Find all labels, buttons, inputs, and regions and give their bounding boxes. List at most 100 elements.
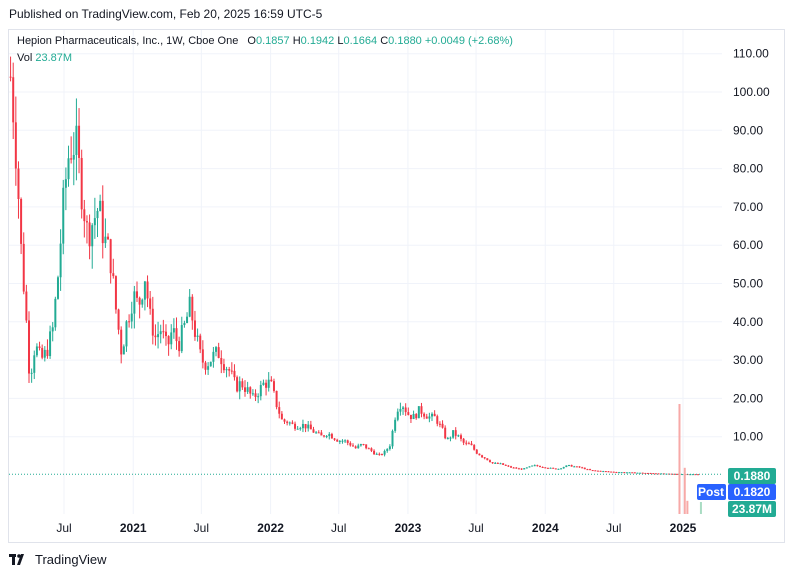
candle-body (602, 471, 605, 473)
candle-body (459, 435, 462, 439)
volume-bar (683, 467, 686, 514)
candle-body (486, 458, 489, 461)
candle-body (133, 291, 136, 314)
chart-frame[interactable] (8, 29, 785, 543)
candle-body (204, 362, 207, 370)
candle-body (151, 308, 154, 336)
candle-body (520, 468, 523, 470)
candle-body (349, 442, 352, 446)
last-price-badge: 0.1880 (734, 469, 771, 483)
footer-brand: TradingView (35, 552, 107, 567)
candle-body (639, 472, 642, 474)
volume-badge: 23.87M (732, 502, 772, 516)
candle-body (475, 449, 478, 454)
candle-body (251, 393, 254, 395)
x-tick-label: Jul (194, 521, 209, 535)
candle-body (28, 320, 31, 374)
candle-body (143, 281, 146, 300)
candle-body (536, 465, 539, 467)
candle-body (20, 199, 23, 244)
candle-body (357, 445, 360, 449)
published-caption: Published on TradingView.com, Feb 20, 20… (9, 7, 323, 21)
candle-body (494, 462, 497, 464)
tradingview-logo-icon (9, 553, 24, 565)
candle-body (146, 281, 149, 299)
volume-badge-bg (728, 501, 776, 517)
candle-body (257, 396, 260, 398)
candle-body (154, 335, 157, 338)
footer: TradingView (9, 552, 107, 567)
candle-body (488, 460, 491, 463)
candle-body (117, 309, 120, 330)
candle-body (43, 349, 46, 358)
candle-body (380, 454, 383, 456)
candle-body (157, 334, 160, 338)
candle-body (70, 158, 73, 160)
candle-body (217, 347, 220, 358)
candle-body (586, 469, 589, 471)
post-price-badge-label-bg (697, 484, 726, 500)
candle-body (438, 423, 441, 425)
candle-body (188, 296, 191, 317)
x-tick-label: 2024 (532, 521, 559, 535)
candle-body (320, 432, 323, 436)
candle-body (612, 471, 615, 473)
candle-body (212, 351, 215, 362)
candle-body (265, 382, 268, 388)
candle-body (12, 77, 15, 123)
candle-body (444, 427, 447, 439)
candle-body (46, 349, 49, 357)
candle-body (241, 381, 244, 388)
candle-body (162, 331, 165, 333)
candle-body (78, 125, 81, 158)
y-tick-label: 90.00 (733, 123, 763, 137)
candle-body (554, 468, 557, 470)
volume-bar (678, 404, 681, 514)
candle-body (491, 462, 494, 464)
candle-body (567, 464, 570, 466)
candle-body (325, 435, 328, 437)
candle-body (596, 470, 599, 472)
candle-body (628, 472, 631, 474)
candle-body (354, 446, 357, 449)
candle-body (641, 472, 644, 474)
post-price-badge: 0.1820 (734, 485, 771, 499)
candle-body (175, 328, 178, 342)
candle-body (22, 243, 25, 292)
candle-body (85, 221, 88, 223)
candle-body (515, 467, 518, 469)
candle-body (481, 455, 484, 458)
candle-body (441, 423, 444, 428)
candle-body (549, 467, 552, 469)
candle-body (560, 468, 563, 470)
candle-body (83, 209, 86, 222)
candle-body (14, 122, 17, 169)
x-tick-label: Jul (606, 521, 621, 535)
y-tick-label: 10.00 (733, 430, 763, 444)
candle-body (394, 419, 397, 431)
candle-body (93, 218, 96, 226)
candle-body (304, 423, 307, 429)
candle-body (280, 413, 283, 420)
candle-body (631, 472, 634, 474)
candle-body (533, 465, 536, 467)
candle-body (315, 432, 318, 434)
candle-body (625, 472, 628, 474)
open-label: O (247, 35, 256, 47)
candle-body (330, 434, 333, 439)
candle-body (483, 457, 486, 459)
candle-body (222, 364, 225, 371)
candle-body (193, 320, 196, 337)
candle-body (383, 450, 386, 455)
candle-body (446, 438, 449, 440)
candle-body (373, 450, 376, 455)
candle-body (125, 321, 128, 347)
candle-body (660, 473, 663, 475)
candle-body (114, 276, 117, 310)
candle-body (681, 474, 684, 476)
candle-body (449, 437, 452, 439)
x-tick-label: Jul (468, 521, 483, 535)
candle-body (673, 473, 676, 475)
candle-body (507, 465, 510, 467)
